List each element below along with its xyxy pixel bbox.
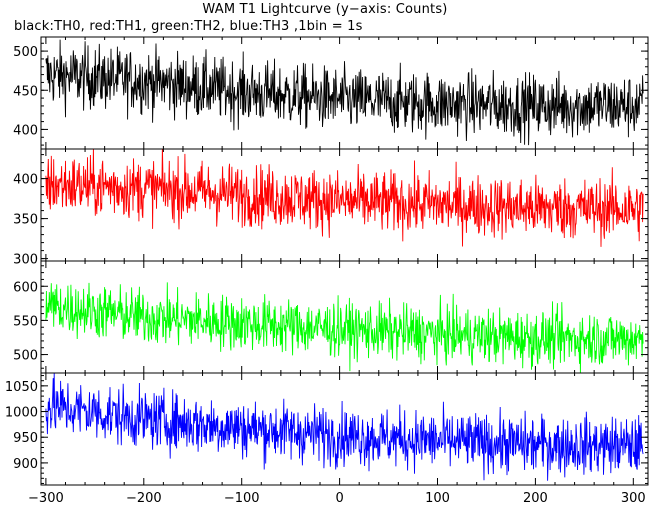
series-line-TH2 — [45, 282, 644, 373]
y-tick-label-TH3: 950 — [13, 431, 38, 446]
x-tick-label: −200 — [126, 491, 162, 505]
panel-frame-TH3 — [40, 372, 649, 486]
chart-subtitle: black:TH0, red:TH1, green:TH2, blue:TH3 … — [14, 19, 363, 34]
series-line-TH1 — [45, 149, 644, 247]
x-tick-label: 300 — [621, 491, 646, 505]
x-tick-label: −300 — [28, 491, 64, 505]
x-tick-label: 100 — [425, 491, 450, 505]
y-tick-label-TH0: 400 — [13, 123, 38, 138]
x-tick-label: −100 — [224, 491, 260, 505]
y-tick-label-TH3: 1000 — [5, 406, 38, 421]
series-line-TH3 — [45, 373, 644, 481]
y-tick-label-TH2: 550 — [13, 314, 38, 329]
x-tick-label: 200 — [523, 491, 548, 505]
y-tick-label-TH3: 1050 — [5, 380, 38, 395]
y-tick-label-TH1: 300 — [13, 253, 38, 268]
x-tick-label: 0 — [335, 491, 343, 505]
y-tick-label-TH2: 600 — [13, 280, 38, 295]
y-tick-label-TH1: 400 — [13, 173, 38, 188]
y-tick-label-TH2: 500 — [13, 349, 38, 364]
series-line-TH0 — [45, 39, 644, 146]
y-tick-label-TH3: 900 — [13, 457, 38, 472]
y-tick-label-TH0: 500 — [13, 45, 38, 60]
chart-title: WAM T1 Lightcurve (y−axis: Counts) — [202, 2, 448, 17]
y-tick-label-TH1: 350 — [13, 213, 38, 228]
y-tick-label-TH0: 450 — [13, 84, 38, 99]
